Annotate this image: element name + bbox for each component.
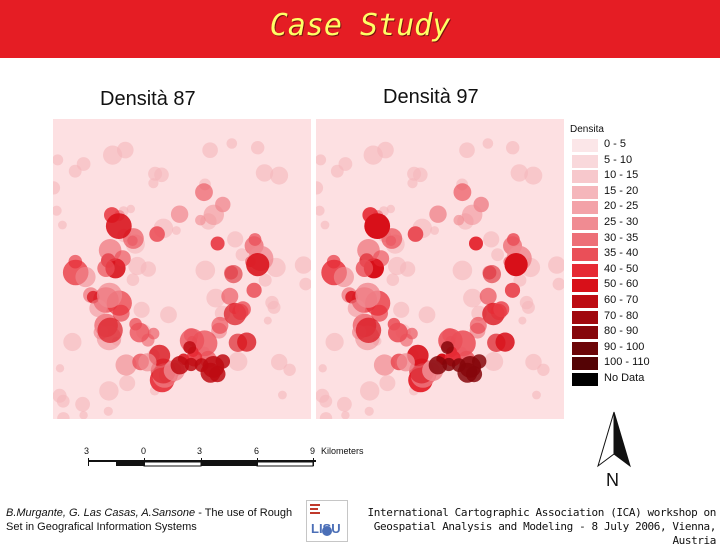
legend-item: 25 - 30 <box>570 216 670 232</box>
legend-label: 90 - 100 <box>604 340 645 353</box>
scale-tick-label: 3 <box>84 446 90 456</box>
map-title-97: Densità 97 <box>383 86 479 108</box>
legend-label: 100 - 110 <box>604 356 650 369</box>
legend-item: 20 - 25 <box>570 200 670 216</box>
legend-item: 15 - 20 <box>570 185 670 201</box>
legend-swatch <box>572 357 598 371</box>
scale-tick-label: 9 <box>310 446 316 456</box>
legend-swatch <box>572 263 598 277</box>
density-map-87 <box>53 119 311 419</box>
density-map-87-svg <box>53 138 311 419</box>
legend-swatch <box>572 216 598 230</box>
legend-swatch <box>572 372 598 386</box>
legend-swatch <box>572 326 598 340</box>
legend-label: 80 - 90 <box>604 325 639 338</box>
legend-item: 10 - 15 <box>570 169 670 185</box>
legend-item: 80 - 90 <box>570 325 670 341</box>
legend-swatch <box>572 185 598 199</box>
legend-item: 90 - 100 <box>570 341 670 357</box>
density-map-97 <box>316 119 564 419</box>
legend-swatch <box>572 341 598 355</box>
legend-item: 50 - 60 <box>570 278 670 294</box>
scale-bar: 3 0 3 6 9 Kilometers <box>84 446 384 476</box>
legend-swatch <box>572 310 598 324</box>
legend-label: 40 - 50 <box>604 262 639 275</box>
legend-item: 70 - 80 <box>570 310 670 326</box>
scale-tick-label: 6 <box>254 446 260 456</box>
scale-bar-graphic <box>88 458 316 467</box>
footer-event: International Cartographic Association (… <box>367 506 717 547</box>
legend-swatch <box>572 170 598 184</box>
legend-swatch <box>572 201 598 215</box>
legend-items: 0 - 5 5 - 10 10 - 15 15 - 20 20 - 25 25 - 30 3… <box>570 138 670 388</box>
slide-title: Case Study <box>269 8 451 43</box>
legend-label: 10 - 15 <box>604 169 639 182</box>
legend-label: 0 - 5 <box>604 138 627 150</box>
scale-unit-label: Kilometers <box>321 446 364 456</box>
legend-label: 15 - 20 <box>604 184 639 197</box>
logo-graphic <box>310 504 332 536</box>
legend-label: 20 - 25 <box>604 200 639 213</box>
footer-citation: B.Murgante, G. Las Casas, A.Sansone - Th… <box>6 506 296 534</box>
lisu-logo: LISU <box>306 500 348 542</box>
legend-swatch <box>572 248 598 262</box>
legend-label: 5 - 10 <box>604 153 633 166</box>
density-map-97-svg <box>316 138 564 419</box>
north-arrow-icon <box>597 411 631 468</box>
legend-swatch <box>572 294 598 308</box>
legend-label: No Data <box>604 371 645 384</box>
logo-text: LISU <box>311 521 341 536</box>
legend-item: 30 - 35 <box>570 232 670 248</box>
legend-item: 0 - 5 <box>570 138 670 154</box>
north-label: N <box>606 470 619 490</box>
legend-item: No Data <box>570 372 670 388</box>
legend-title: Densita <box>570 124 604 135</box>
legend-swatch <box>572 232 598 246</box>
footer-paper-title: - The use of Rough Set in Geografical In… <box>6 507 293 533</box>
map-title-87: Densità 87 <box>100 88 196 110</box>
legend-item: 40 - 50 <box>570 263 670 279</box>
density-legend: Densita 0 - 5 5 - 10 10 - 15 15 - 20 20 - 25… <box>570 124 670 388</box>
legend-swatch <box>572 139 598 152</box>
scale-tick-label: 3 <box>197 446 203 456</box>
legend-swatch <box>572 279 598 293</box>
legend-label: 25 - 30 <box>604 215 639 228</box>
legend-label: 30 - 35 <box>604 231 639 244</box>
legend-label: 50 - 60 <box>604 278 639 291</box>
legend-item: 35 - 40 <box>570 247 670 263</box>
scale-tick-label: 0 <box>141 446 147 456</box>
legend-item: 5 - 10 <box>570 154 670 170</box>
header-bar: Case Study <box>0 0 720 58</box>
legend-item: 60 - 70 <box>570 294 670 310</box>
legend-label: 35 - 40 <box>604 247 639 260</box>
legend-label: 60 - 70 <box>604 293 639 306</box>
legend-label: 70 - 80 <box>604 309 639 322</box>
legend-swatch <box>572 154 598 168</box>
legend-item: 100 - 110 <box>570 356 670 372</box>
footer-authors: B.Murgante, G. Las Casas, A.Sansone <box>6 507 196 519</box>
